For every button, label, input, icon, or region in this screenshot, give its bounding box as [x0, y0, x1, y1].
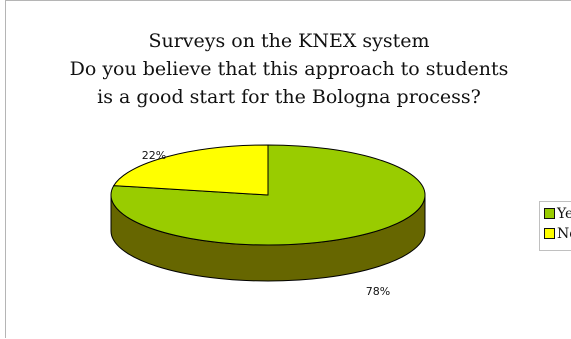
chart-title-line-2: Do you believe that this approach to stu…: [69, 58, 509, 80]
pie-slice-no: [112, 144, 269, 196]
legend-swatch-yes: [544, 208, 555, 219]
pie-slice-yes: [110, 144, 426, 246]
pie-chart: 78% 22%: [110, 144, 426, 298]
legend-swatch-no: [544, 228, 555, 239]
legend-item-yes: Yes: [544, 204, 571, 224]
chart-title-line-1: Surveys on the KNEX system: [148, 30, 430, 52]
chart-title-line-3: is a good start for the Bologna process?: [97, 86, 481, 108]
legend: Yes No: [539, 201, 571, 251]
legend-label-yes: Yes: [557, 206, 571, 222]
data-label-no: 22%: [142, 149, 166, 162]
data-label-yes: 78%: [366, 285, 390, 298]
chart-area: Surveys on the KNEX system Do you believ…: [5, 0, 571, 338]
legend-item-no: No: [544, 224, 571, 244]
chart-title: Surveys on the KNEX system Do you believ…: [6, 27, 571, 111]
legend-label-no: No: [557, 226, 571, 242]
